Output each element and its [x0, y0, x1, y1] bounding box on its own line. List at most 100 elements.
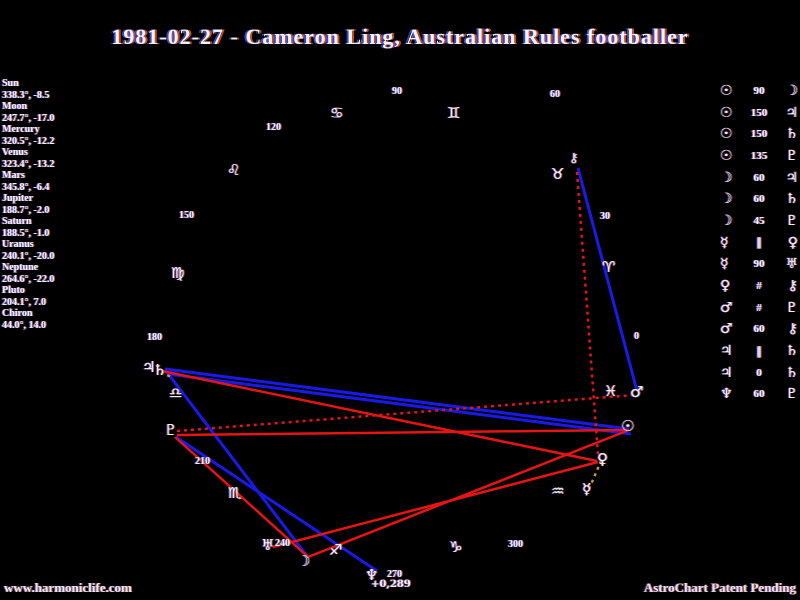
aspect-value: 45: [753, 214, 765, 227]
degree-label-180: 180: [147, 332, 162, 343]
aspect-row-mercury-uranus: ☿ 90 ♅: [720, 254, 798, 276]
aspect-value: 60: [753, 193, 765, 206]
planet-name-saturn: Saturn: [2, 216, 32, 227]
degree-label-150: 150: [179, 210, 194, 221]
mercury-icon: ☿: [720, 256, 729, 273]
moon-icon: ☽: [785, 82, 798, 99]
planet-coords-mercury: 320.5°, -12.2: [2, 135, 55, 147]
chiron-icon: ⚷: [787, 278, 798, 295]
aspect-row-sun-moon: ☉ 90 ☽: [720, 80, 798, 102]
aspect-row-jupiter-saturn: ♃ 0 ♄: [720, 362, 798, 384]
aspect-line-chiron-cp-venus: [575, 171, 600, 456]
aspect-row-mars-pluto: ♂ # ♇: [720, 297, 798, 319]
aspect-value: ∥: [756, 345, 762, 358]
saturn-icon: ♄: [785, 343, 798, 360]
degree-label-240: 240: [275, 538, 290, 549]
planet-coords-venus: 323.4°, -13.2: [2, 158, 55, 170]
aspect-row-venus-chiron: ♀ # ⚷: [720, 275, 798, 297]
pluto-icon: ♇: [785, 299, 798, 316]
planet-name-neptune: Neptune: [2, 262, 39, 273]
aspect-row-sun-jupiter: ☉ 150 ♃: [720, 102, 798, 124]
aspect-line-chiron-60-mars: [576, 167, 639, 392]
planet-coords-saturn: 188.5°, -1.0: [2, 227, 50, 239]
aspect-line-saturn-150-sun: [166, 372, 632, 436]
sign-gemini-icon: ♊: [447, 104, 461, 122]
saturn-icon: ♄: [785, 364, 798, 381]
aspect-row-moon-jupiter: ☽ 60 ♃: [720, 167, 798, 189]
aspect-line-pluto-45-moon: [174, 436, 308, 557]
planet-coords-mars: 345.8°, -6.4: [2, 181, 50, 193]
aspect-row-moon-pluto: ☽ 45 ♇: [720, 210, 798, 232]
degree-label-300: 300: [508, 539, 523, 550]
aspect-value: 90: [753, 84, 765, 97]
planet-name-pluto: Pluto: [2, 285, 25, 296]
sign-sagittarius-icon: ♐: [329, 541, 343, 559]
pluto-icon: ♇: [785, 212, 798, 229]
aspect-line-jupiter-150-sun: [164, 367, 630, 431]
planet-saturn-icon: ♄: [153, 361, 167, 379]
aspect-line-pluto-60-neptune: [175, 435, 378, 573]
aspect-line-sun-90-moon: [307, 428, 630, 559]
aspect-value: 60: [753, 323, 765, 336]
sign-leo-icon: ♌: [227, 161, 241, 179]
planet-mercury-icon: ☿: [582, 480, 592, 498]
watermark-brand: AstroChart Patent Pending: [643, 580, 796, 595]
planet-jupiter-icon: ♃: [142, 358, 156, 376]
planet-coords-jupiter: 188.7°, -2.0: [2, 204, 50, 216]
page-title: 1981-02-27 - Cameron Ling, Australian Ru…: [111, 24, 689, 49]
jupiter-icon: ♃: [720, 364, 733, 381]
saturn-icon: ♄: [785, 191, 798, 208]
degree-label-210: 210: [195, 456, 210, 467]
aspect-line-jupiter-60-moon: [164, 370, 309, 557]
jupiter-icon: ♃: [720, 343, 733, 360]
degree-label-30: 30: [600, 211, 610, 222]
moon-icon: ☽: [720, 169, 733, 186]
aspect-value: 150: [750, 106, 768, 119]
sign-scorpio-icon: ♏: [228, 484, 242, 502]
planet-name-mercury: Mercury: [2, 124, 40, 135]
moon-icon: ☽: [720, 212, 733, 229]
planet-name-chiron: Chiron: [2, 308, 33, 319]
planet-pluto-icon: ♇: [164, 421, 178, 439]
aspect-row-mercury-venus: ☿ ∥ ♀: [720, 232, 798, 254]
sign-taurus-icon: ♉: [551, 165, 565, 183]
planet-coords-moon: 247.7°, -17.0: [2, 112, 55, 124]
pluto-icon: ♇: [785, 386, 798, 403]
planet-name-sun: Sun: [2, 78, 19, 89]
watermark-site: www.harmoniclife.com: [4, 580, 132, 595]
aspect-value: 90: [753, 258, 765, 271]
planet-uranus-icon: ♅: [261, 536, 275, 554]
planet-name-uranus: Uranus: [2, 239, 34, 250]
mars-icon: ♂: [720, 299, 733, 316]
sign-pisces-icon: ♓: [604, 382, 618, 400]
aspect-value: 60: [753, 171, 765, 184]
chiron-icon: ⚷: [787, 321, 798, 338]
aspect-row-jupiter-saturn: ♃ ∥ ♄: [720, 340, 798, 362]
aspect-value: 0: [756, 366, 762, 379]
planet-name-moon: Moon: [2, 101, 27, 112]
neptune-icon: ♆: [720, 386, 733, 403]
aspect-line-jupiter-par-saturn: [160, 370, 174, 380]
wheel-annotation: +0,289: [371, 579, 411, 590]
sign-aries-icon: ♈: [602, 258, 616, 276]
jupiter-icon: ♃: [785, 169, 798, 186]
sign-cancer-icon: ♋: [330, 104, 344, 122]
sun-icon: ☉: [720, 147, 733, 164]
mars-icon: ♂: [720, 321, 733, 338]
aspect-value: #: [756, 301, 762, 314]
saturn-icon: ♄: [785, 126, 798, 143]
mercury-icon: ☿: [720, 234, 729, 251]
aspect-value: 135: [750, 149, 768, 162]
aspect-list: ☉ 90 ☽ ☉ 150 ♃ ☉ 150 ♄ ☉ 135 ♇ ☽ 60 ♃ ☽ 60 ♄ ☽ 45 ♇ ☿ ∥ ♀ ☿ 90 ♅ ♀ #…: [720, 80, 798, 405]
degree-label-60: 60: [550, 89, 560, 100]
planet-coords-sun: 338.3°, -8.5: [2, 89, 50, 101]
planet-coords-uranus: 240.1°, -20.0: [2, 250, 55, 262]
planet-coords-neptune: 264.6°, -22.0: [2, 273, 55, 285]
sun-icon: ☉: [720, 82, 733, 99]
degree-label-120: 120: [266, 122, 281, 133]
planet-coords-pluto: 204.1°, 7.0: [2, 296, 46, 308]
sign-aquarius-icon: ♒: [551, 482, 565, 500]
sign-libra-icon: ♎: [169, 384, 183, 402]
